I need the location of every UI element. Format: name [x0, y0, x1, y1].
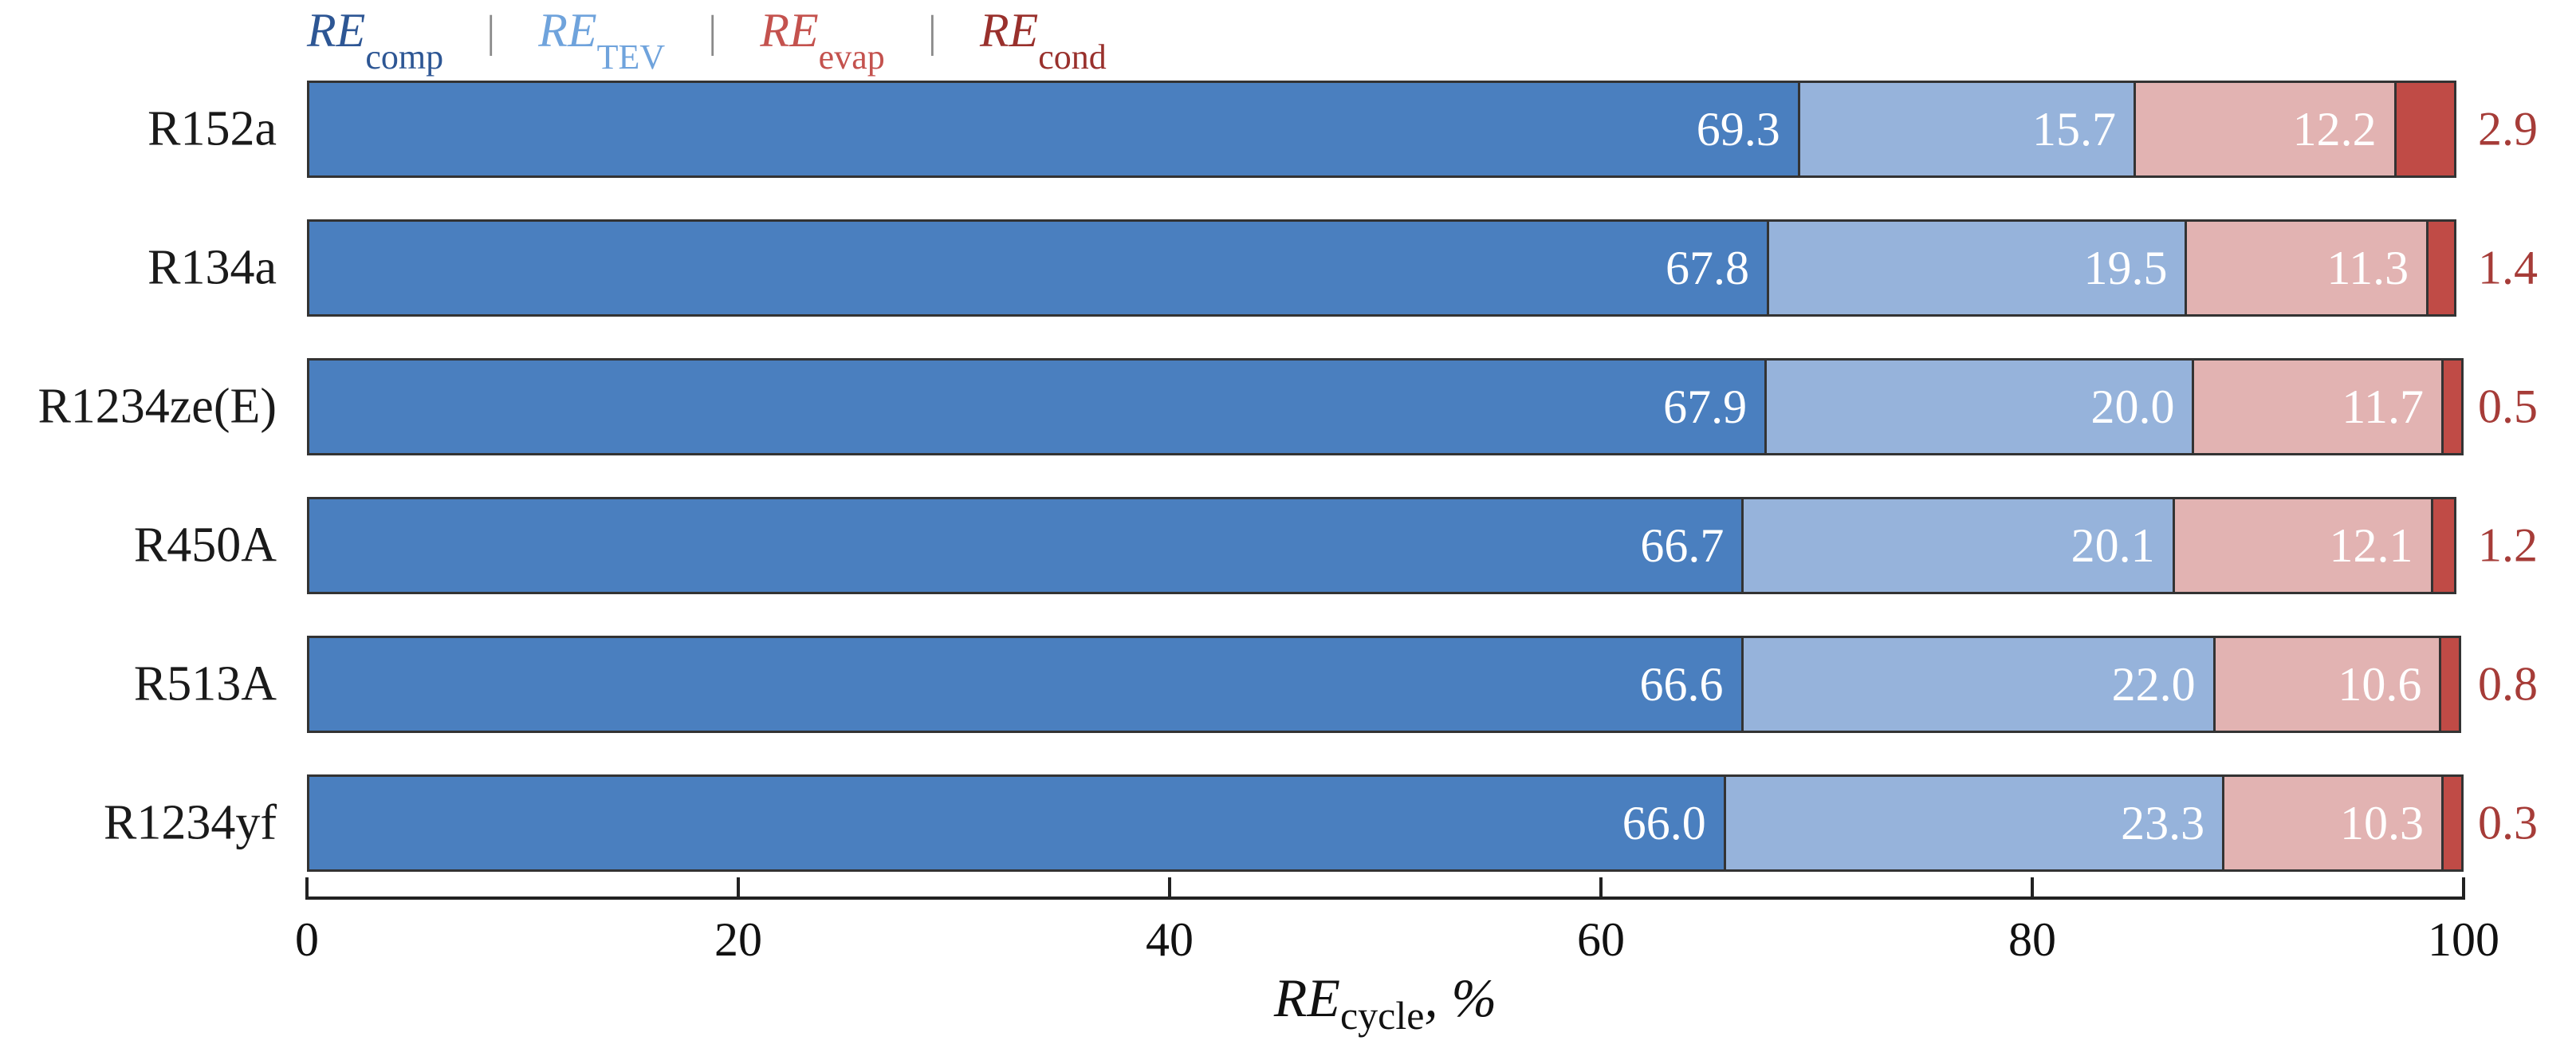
stacked-bar: 66.0 23.3 10.3 0.3 [307, 774, 2538, 872]
bar-segment-RE_cond [2430, 497, 2456, 594]
legend-item-TEV: RETEV [538, 3, 665, 77]
bar-segment-RE_comp: 67.8 [307, 219, 1769, 317]
legend-item-comp: REcomp [307, 3, 443, 77]
bar-segment-RE_comp: 69.3 [307, 81, 1800, 178]
bar-segment-RE_comp: 67.9 [307, 358, 1768, 455]
bar-segment-RE_evap: 11.7 [2192, 358, 2444, 455]
category-label: R152a [147, 101, 277, 156]
category-label: R513A [133, 656, 277, 711]
bar-segment-RE_cond [2426, 219, 2456, 317]
x-tick-mark [2462, 877, 2465, 900]
legend-item-subscript: TEV [596, 37, 666, 77]
chart-legend: REcomp | RETEV | REevap | REcond [307, 3, 1107, 77]
x-tick-label: 100 [2428, 913, 2499, 966]
x-axis-title-main: RE [1273, 967, 1340, 1028]
legend-item-subscript: evap [818, 37, 885, 77]
category-label: R134a [147, 240, 277, 295]
bar-row: R450A 66.7 20.1 12.1 1.2 [134, 476, 2538, 615]
stacked-bar: 67.9 20.0 11.7 0.5 [307, 358, 2538, 455]
bar-segment-RE_comp: 66.0 [307, 774, 1726, 872]
legend-separator: | [708, 7, 718, 57]
bar-segment-RE_TEV: 22.0 [1740, 636, 2216, 733]
legend-item-subscript: cond [1038, 37, 1107, 77]
x-tick-label: 80 [2008, 913, 2056, 966]
legend-separator: | [486, 7, 496, 57]
legend-item-main: RE [760, 4, 819, 57]
bar-segment-RE_TEV: 15.7 [1797, 81, 2136, 178]
bar-row: R134a 67.8 19.5 11.3 1.4 [147, 199, 2538, 337]
bar-segment-RE_TEV: 19.5 [1766, 219, 2188, 317]
bar-segment-RE_cond [2440, 358, 2464, 455]
segment-value-outside: 2.9 [2478, 102, 2538, 156]
segment-value-outside: 1.4 [2478, 241, 2538, 294]
segment-value-outside: 0.5 [2478, 380, 2538, 433]
bar-segment-RE_evap: 12.2 [2133, 81, 2397, 178]
bar-segment-RE_evap: 11.3 [2185, 219, 2429, 317]
legend-item-subscript: comp [365, 37, 444, 77]
x-tick-label: 0 [295, 913, 319, 966]
bar-row: R1234ze(E) 67.9 20.0 11.7 0.5 [37, 337, 2538, 476]
bar-segment-RE_comp: 66.7 [307, 497, 1744, 594]
x-tick-mark [1168, 877, 1171, 900]
bar-segment-RE_cond [2393, 81, 2456, 178]
x-tick-mark [1599, 877, 1603, 900]
stacked-bar: 66.7 20.1 12.1 1.2 [307, 497, 2538, 594]
bar-segment-RE_evap: 10.6 [2212, 636, 2442, 733]
legend-item-evap: REevap [760, 3, 884, 77]
legend-item-main: RE [979, 4, 1039, 57]
x-axis: 0 20 40 60 80 100 [295, 877, 2499, 966]
bar-row: R1234yf 66.0 23.3 10.3 0.3 [104, 754, 2538, 893]
x-tick-label: 60 [1577, 913, 1625, 966]
x-tick-mark [737, 877, 740, 900]
x-tick-label: 40 [1146, 913, 1194, 966]
x-tick-label: 20 [714, 913, 762, 966]
bar-row: R513A 66.6 22.0 10.6 0.8 [134, 615, 2538, 754]
bar-segment-RE_TEV: 20.1 [1741, 497, 2175, 594]
segment-value-outside: 0.3 [2478, 796, 2538, 849]
stacked-bar: 67.8 19.5 11.3 1.4 [307, 219, 2538, 317]
legend-separator: | [927, 7, 937, 57]
stacked-bar: 69.3 15.7 12.2 2.9 [307, 81, 2538, 178]
category-label: R1234yf [104, 795, 277, 850]
bar-segment-RE_evap: 10.3 [2222, 774, 2444, 872]
bar-segment-RE_comp: 66.6 [307, 636, 1744, 733]
x-tick-mark [305, 877, 309, 900]
x-tick-mark [2031, 877, 2034, 900]
bar-segment-RE_TEV: 23.3 [1723, 774, 2225, 872]
bar-rows: R152a 69.3 15.7 12.2 2.9 R134a 67.8 19.5 11.3 1.4… [37, 60, 2538, 893]
segment-value-outside: 1.2 [2478, 518, 2538, 572]
legend-item-main: RE [538, 4, 597, 57]
x-axis-title-subscript: cycle [1339, 993, 1425, 1038]
category-label: R1234ze(E) [37, 379, 277, 434]
segment-value-outside: 0.8 [2478, 657, 2538, 711]
bar-row: R152a 69.3 15.7 12.2 2.9 [147, 60, 2538, 199]
legend-item-cond: REcond [979, 3, 1107, 77]
bar-segment-RE_cond [2441, 774, 2464, 872]
x-axis-title: REcycle, % [307, 967, 2464, 1038]
bar-segment-RE_evap: 12.1 [2172, 497, 2433, 594]
bar-segment-RE_TEV: 20.0 [1764, 358, 2195, 455]
category-label: R450A [133, 518, 277, 573]
stacked-bar: 66.6 22.0 10.6 0.8 [307, 636, 2538, 733]
x-axis-title-suffix: , % [1424, 967, 1497, 1028]
legend-item-main: RE [307, 4, 366, 57]
bar-segment-RE_cond [2439, 636, 2462, 733]
